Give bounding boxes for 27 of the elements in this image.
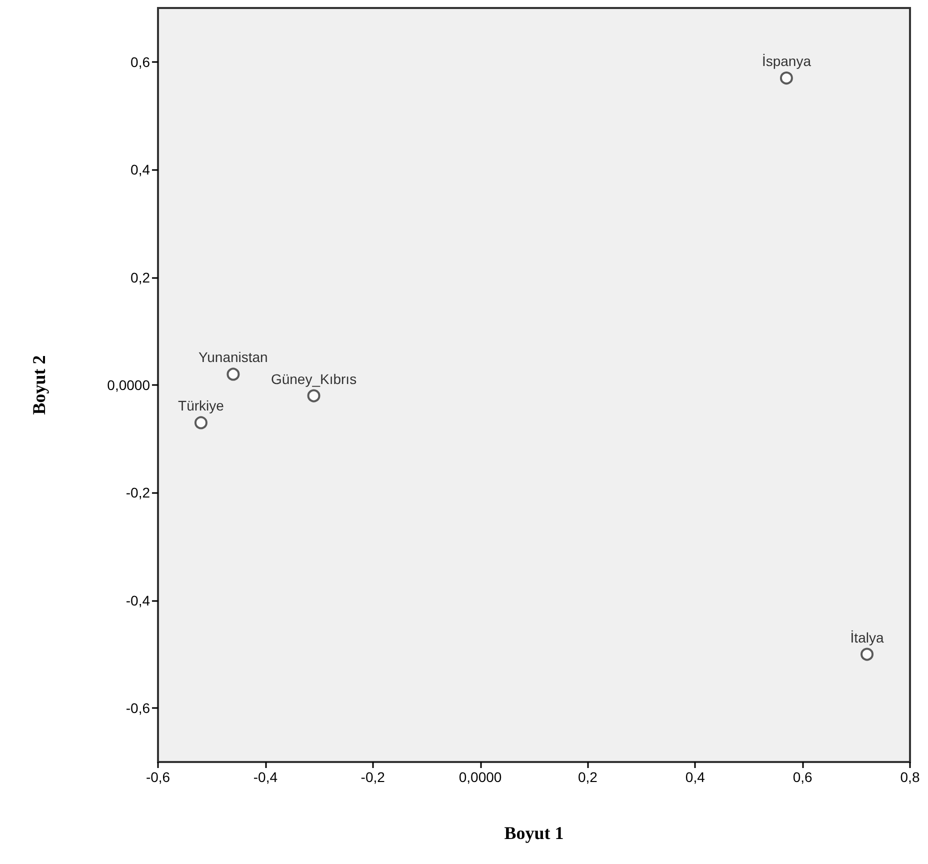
y-tick-label: -0,6 — [126, 700, 150, 716]
x-axis-title: Boyut 1 — [504, 823, 564, 843]
y-tick-label: -0,2 — [126, 484, 150, 501]
y-tick-label: 0,2 — [130, 269, 150, 286]
annotation: İspanya — [762, 53, 812, 70]
annotation: Türkiye — [178, 398, 224, 414]
annotation: Yunanistan — [198, 349, 268, 366]
y-tick-label: 0,0000 — [107, 377, 150, 393]
y-tick-label: 0,4 — [130, 162, 150, 178]
point — [307, 389, 320, 402]
x-tick-label: 0,6 — [792, 769, 813, 785]
point — [780, 72, 793, 85]
x-tick-label: -0,4 — [253, 769, 278, 785]
x-tick-label: -0,2 — [360, 769, 386, 785]
y-axis-title: Boyut 2 — [29, 355, 49, 415]
x-tick-label: -0,6 — [146, 769, 170, 785]
annotation: İtalya — [850, 629, 884, 646]
x-tick-label: 0,4 — [685, 769, 706, 785]
x-tick-label: 0,2 — [578, 769, 598, 785]
annotation: Güney_Kıbrıs — [270, 370, 357, 387]
point — [194, 416, 208, 430]
x-tick-label: 0,8 — [900, 769, 920, 785]
y-tick-label: -0,4 — [126, 592, 150, 608]
y-tick-label: 0,6 — [130, 54, 150, 70]
point — [226, 368, 240, 381]
point — [860, 648, 874, 661]
x-tick-label: 0,0000 — [458, 769, 502, 785]
